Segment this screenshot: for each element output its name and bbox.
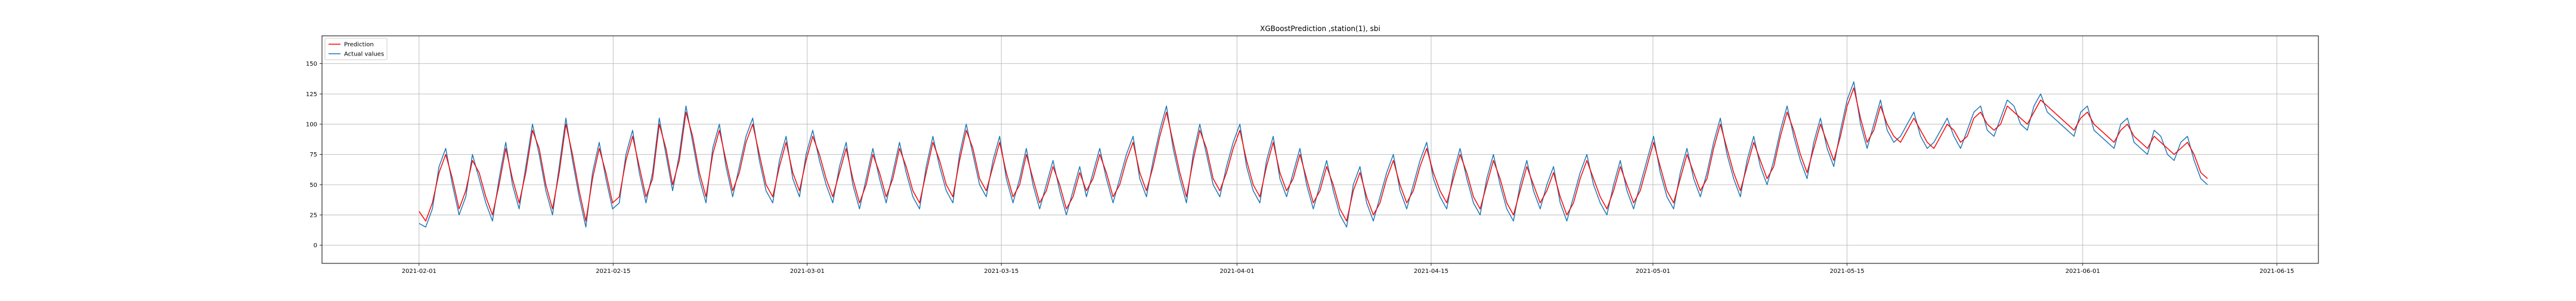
grid-lines: [322, 36, 2318, 263]
x-tick-label: 2021-04-01: [1219, 268, 1254, 275]
plot-frame: [321, 35, 2319, 264]
x-tick-label: 2021-02-01: [402, 268, 436, 275]
x-axis: 2021-02-01 2021-02-15 2021-03-01 2021-03-15…: [402, 263, 2294, 275]
prediction-line: [419, 87, 2208, 222]
x-tick-label: 2021-05-15: [1829, 268, 1864, 275]
legend-box: [324, 38, 388, 60]
actual-values-line: [419, 81, 2208, 228]
x-tick-label: 2021-04-15: [1414, 268, 1448, 275]
y-tick-label: 150: [306, 61, 317, 67]
legend: Prediction Actual values: [324, 38, 388, 60]
y-tick-label: 50: [309, 182, 317, 189]
chart-title: XGBoostPrediction ,station(1), sbi: [1260, 24, 1380, 33]
x-tick-label: 2021-03-01: [790, 268, 825, 275]
y-axis: 0 25 50 75 100 125 150: [306, 61, 322, 249]
x-tick-label: 2021-05-01: [1636, 268, 1670, 275]
x-tick-label: 2021-06-15: [2259, 268, 2294, 275]
y-tick-label: 125: [306, 91, 317, 98]
x-tick-label: 2021-03-15: [984, 268, 1018, 275]
legend-label-actual-values: Actual values: [344, 51, 384, 58]
x-tick-label: 2021-06-01: [2066, 268, 2100, 275]
y-tick-label: 0: [314, 242, 317, 249]
series-lines: [419, 81, 2208, 228]
legend-label-prediction: Prediction: [344, 42, 374, 48]
x-tick-label: 2021-02-15: [596, 268, 630, 275]
y-tick-label: 25: [309, 212, 317, 219]
y-tick-label: 75: [309, 152, 317, 158]
y-tick-label: 100: [306, 121, 317, 128]
